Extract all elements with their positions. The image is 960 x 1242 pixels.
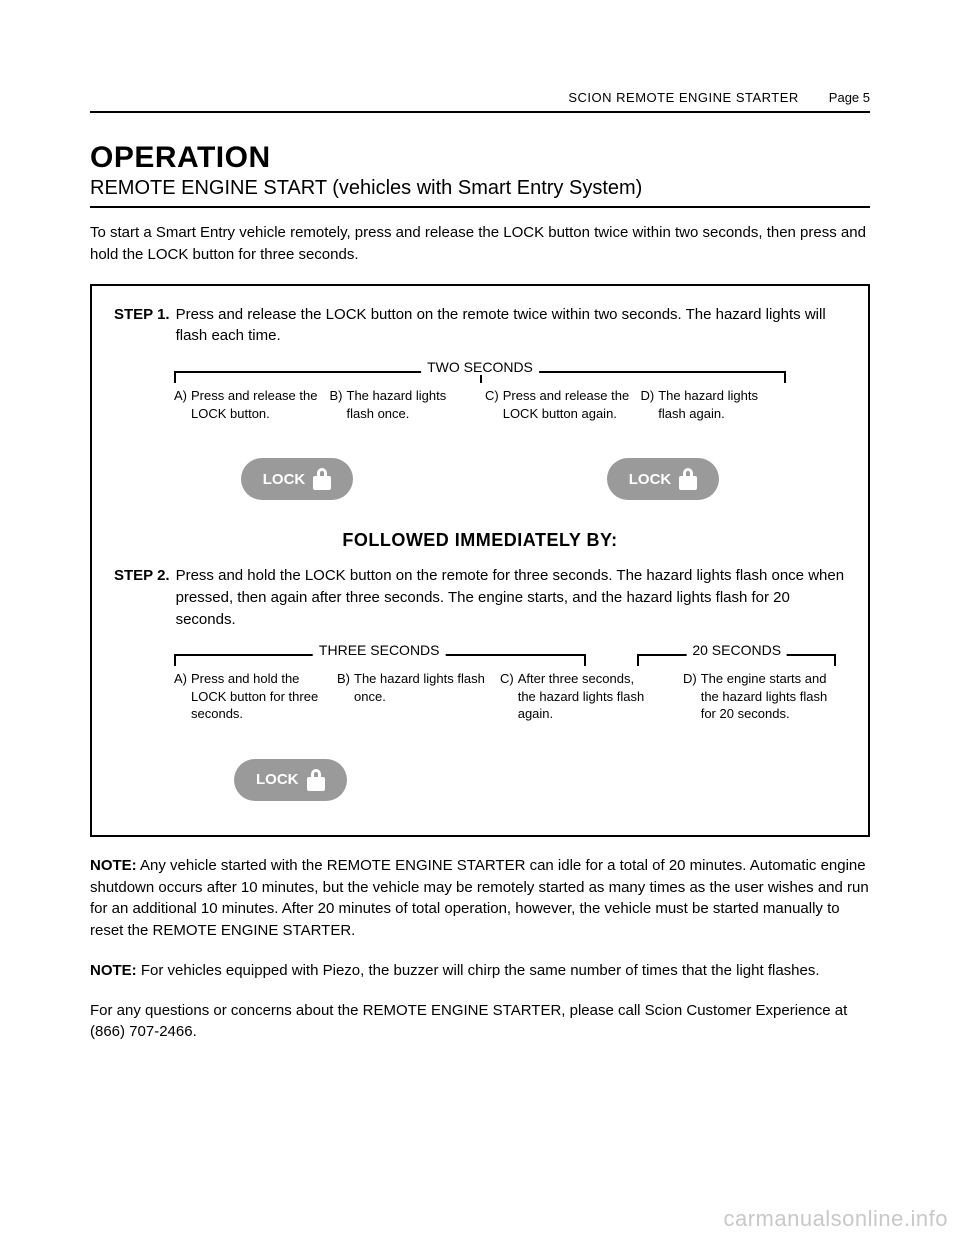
step-2: STEP 2. Press and hold the LOCK button o… <box>114 565 846 630</box>
step-1-text: Press and release the LOCK button on the… <box>176 304 846 348</box>
step-2-text: Press and hold the LOCK button on the re… <box>176 565 846 630</box>
step1-col-a: A)Press and release the LOCK button. <box>174 387 320 422</box>
step2-col-c: C)After three seconds, the hazard lights… <box>500 670 653 723</box>
section-heading: OPERATION <box>90 141 870 175</box>
watermark: carmanualsonline.info <box>723 1206 948 1232</box>
lock-icon <box>679 468 697 490</box>
lock-icon <box>307 769 325 791</box>
step1-col-d: D)The hazard lights flash again. <box>641 387 787 422</box>
intro-paragraph: To start a Smart Entry vehicle remotely,… <box>90 222 870 266</box>
step-1-lock-row: LOCK LOCK <box>114 458 846 500</box>
step2-col-d: D)The engine starts and the hazard light… <box>663 670 836 723</box>
twenty-seconds-label: 20 SECONDS <box>686 642 787 658</box>
step2-col-a: A)Press and hold the LOCK button for thr… <box>174 670 327 723</box>
note-3: For any questions or concerns about the … <box>90 1000 870 1044</box>
step-2-columns: A)Press and hold the LOCK button for thr… <box>174 670 836 723</box>
document-page: SCION REMOTE ENGINE STARTER Page 5 OPERA… <box>0 0 960 1242</box>
lock-label: LOCK <box>629 471 672 488</box>
two-seconds-label: TWO SECONDS <box>421 359 539 375</box>
note-2-label: NOTE: <box>90 962 137 979</box>
section-subheading: REMOTE ENGINE START (vehicles with Smart… <box>90 177 870 208</box>
note-1-text: Any vehicle started with the REMOTE ENGI… <box>90 857 869 939</box>
note-2-text: For vehicles equipped with Piezo, the bu… <box>137 962 820 979</box>
note-1: NOTE: Any vehicle started with the REMOT… <box>90 855 870 942</box>
lock-icon <box>313 468 331 490</box>
lock-label: LOCK <box>256 771 299 788</box>
page-header: SCION REMOTE ENGINE STARTER Page 5 <box>90 90 870 113</box>
steps-box: STEP 1. Press and release the LOCK butto… <box>90 284 870 837</box>
note-2: NOTE: For vehicles equipped with Piezo, … <box>90 960 870 982</box>
step-1-columns: A)Press and release the LOCK button. B)T… <box>174 387 786 422</box>
page-number: Page 5 <box>829 90 870 105</box>
step1-col-b: B)The hazard lights flash once. <box>330 387 476 422</box>
step-1-label: STEP 1. <box>114 304 170 348</box>
step-1-bracket: TWO SECONDS A)Press and release the LOCK… <box>174 361 786 422</box>
step1-col-c: C)Press and release the LOCK button agai… <box>485 387 631 422</box>
lock-button-graphic: LOCK <box>607 458 720 500</box>
lock-button-graphic: LOCK <box>234 759 347 801</box>
lock-label: LOCK <box>263 471 306 488</box>
note-1-label: NOTE: <box>90 857 137 874</box>
step-2-label: STEP 2. <box>114 565 170 630</box>
step-2-brackets: THREE SECONDS 20 SECONDS A)Press and hol… <box>174 644 836 723</box>
three-seconds-label: THREE SECONDS <box>313 642 446 658</box>
lock-button-graphic: LOCK <box>241 458 354 500</box>
header-title: SCION REMOTE ENGINE STARTER <box>568 90 798 105</box>
step2-col-b: B)The hazard lights flash once. <box>337 670 490 723</box>
step-2-lock-row: LOCK <box>114 759 846 801</box>
step-1: STEP 1. Press and release the LOCK butto… <box>114 304 846 348</box>
followed-by-heading: FOLLOWED IMMEDIATELY BY: <box>114 530 846 551</box>
